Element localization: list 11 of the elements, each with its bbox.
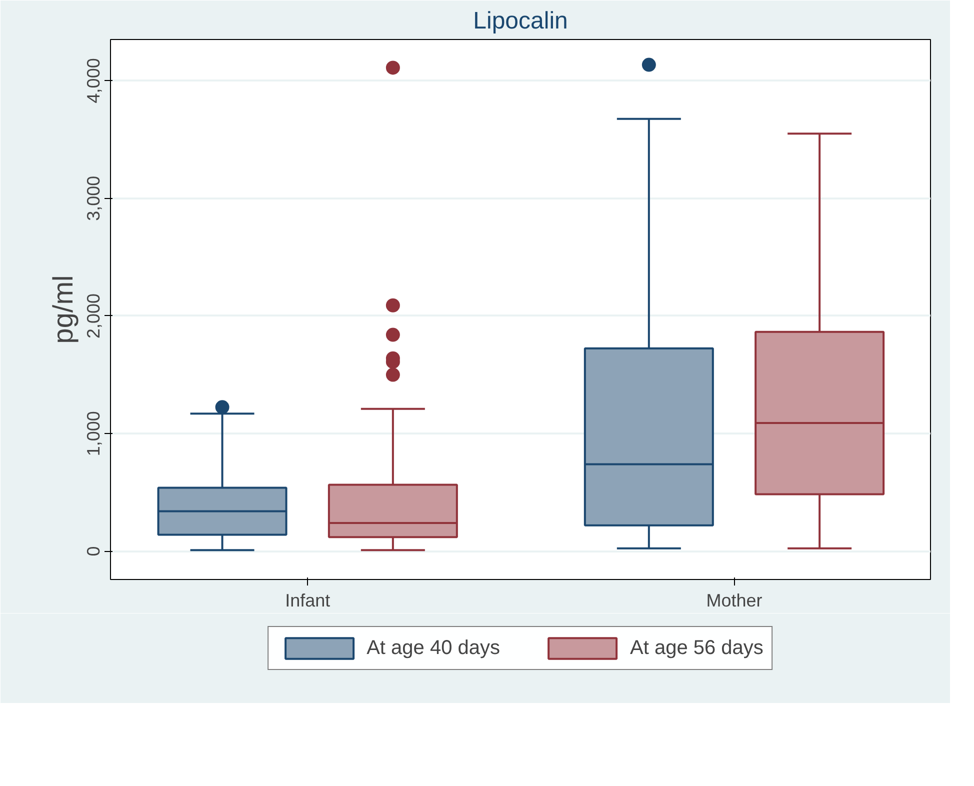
x-tick-label: Infant <box>285 590 330 610</box>
y-tick-label: 1,000 <box>84 411 104 456</box>
y-tick-label: 3,000 <box>84 176 104 221</box>
y-axis-title: pg/ml <box>48 275 78 344</box>
legend-label: At age 40 days <box>366 636 500 660</box>
x-tick-label: Mother <box>706 590 762 610</box>
legend-label: At age 56 days <box>630 636 764 660</box>
y-tick-label: 4,000 <box>84 58 104 104</box>
chart-title: Lipocalin <box>473 8 568 34</box>
y-tick-label: 0 <box>84 546 104 556</box>
y-tick-label: 2,000 <box>84 293 104 338</box>
